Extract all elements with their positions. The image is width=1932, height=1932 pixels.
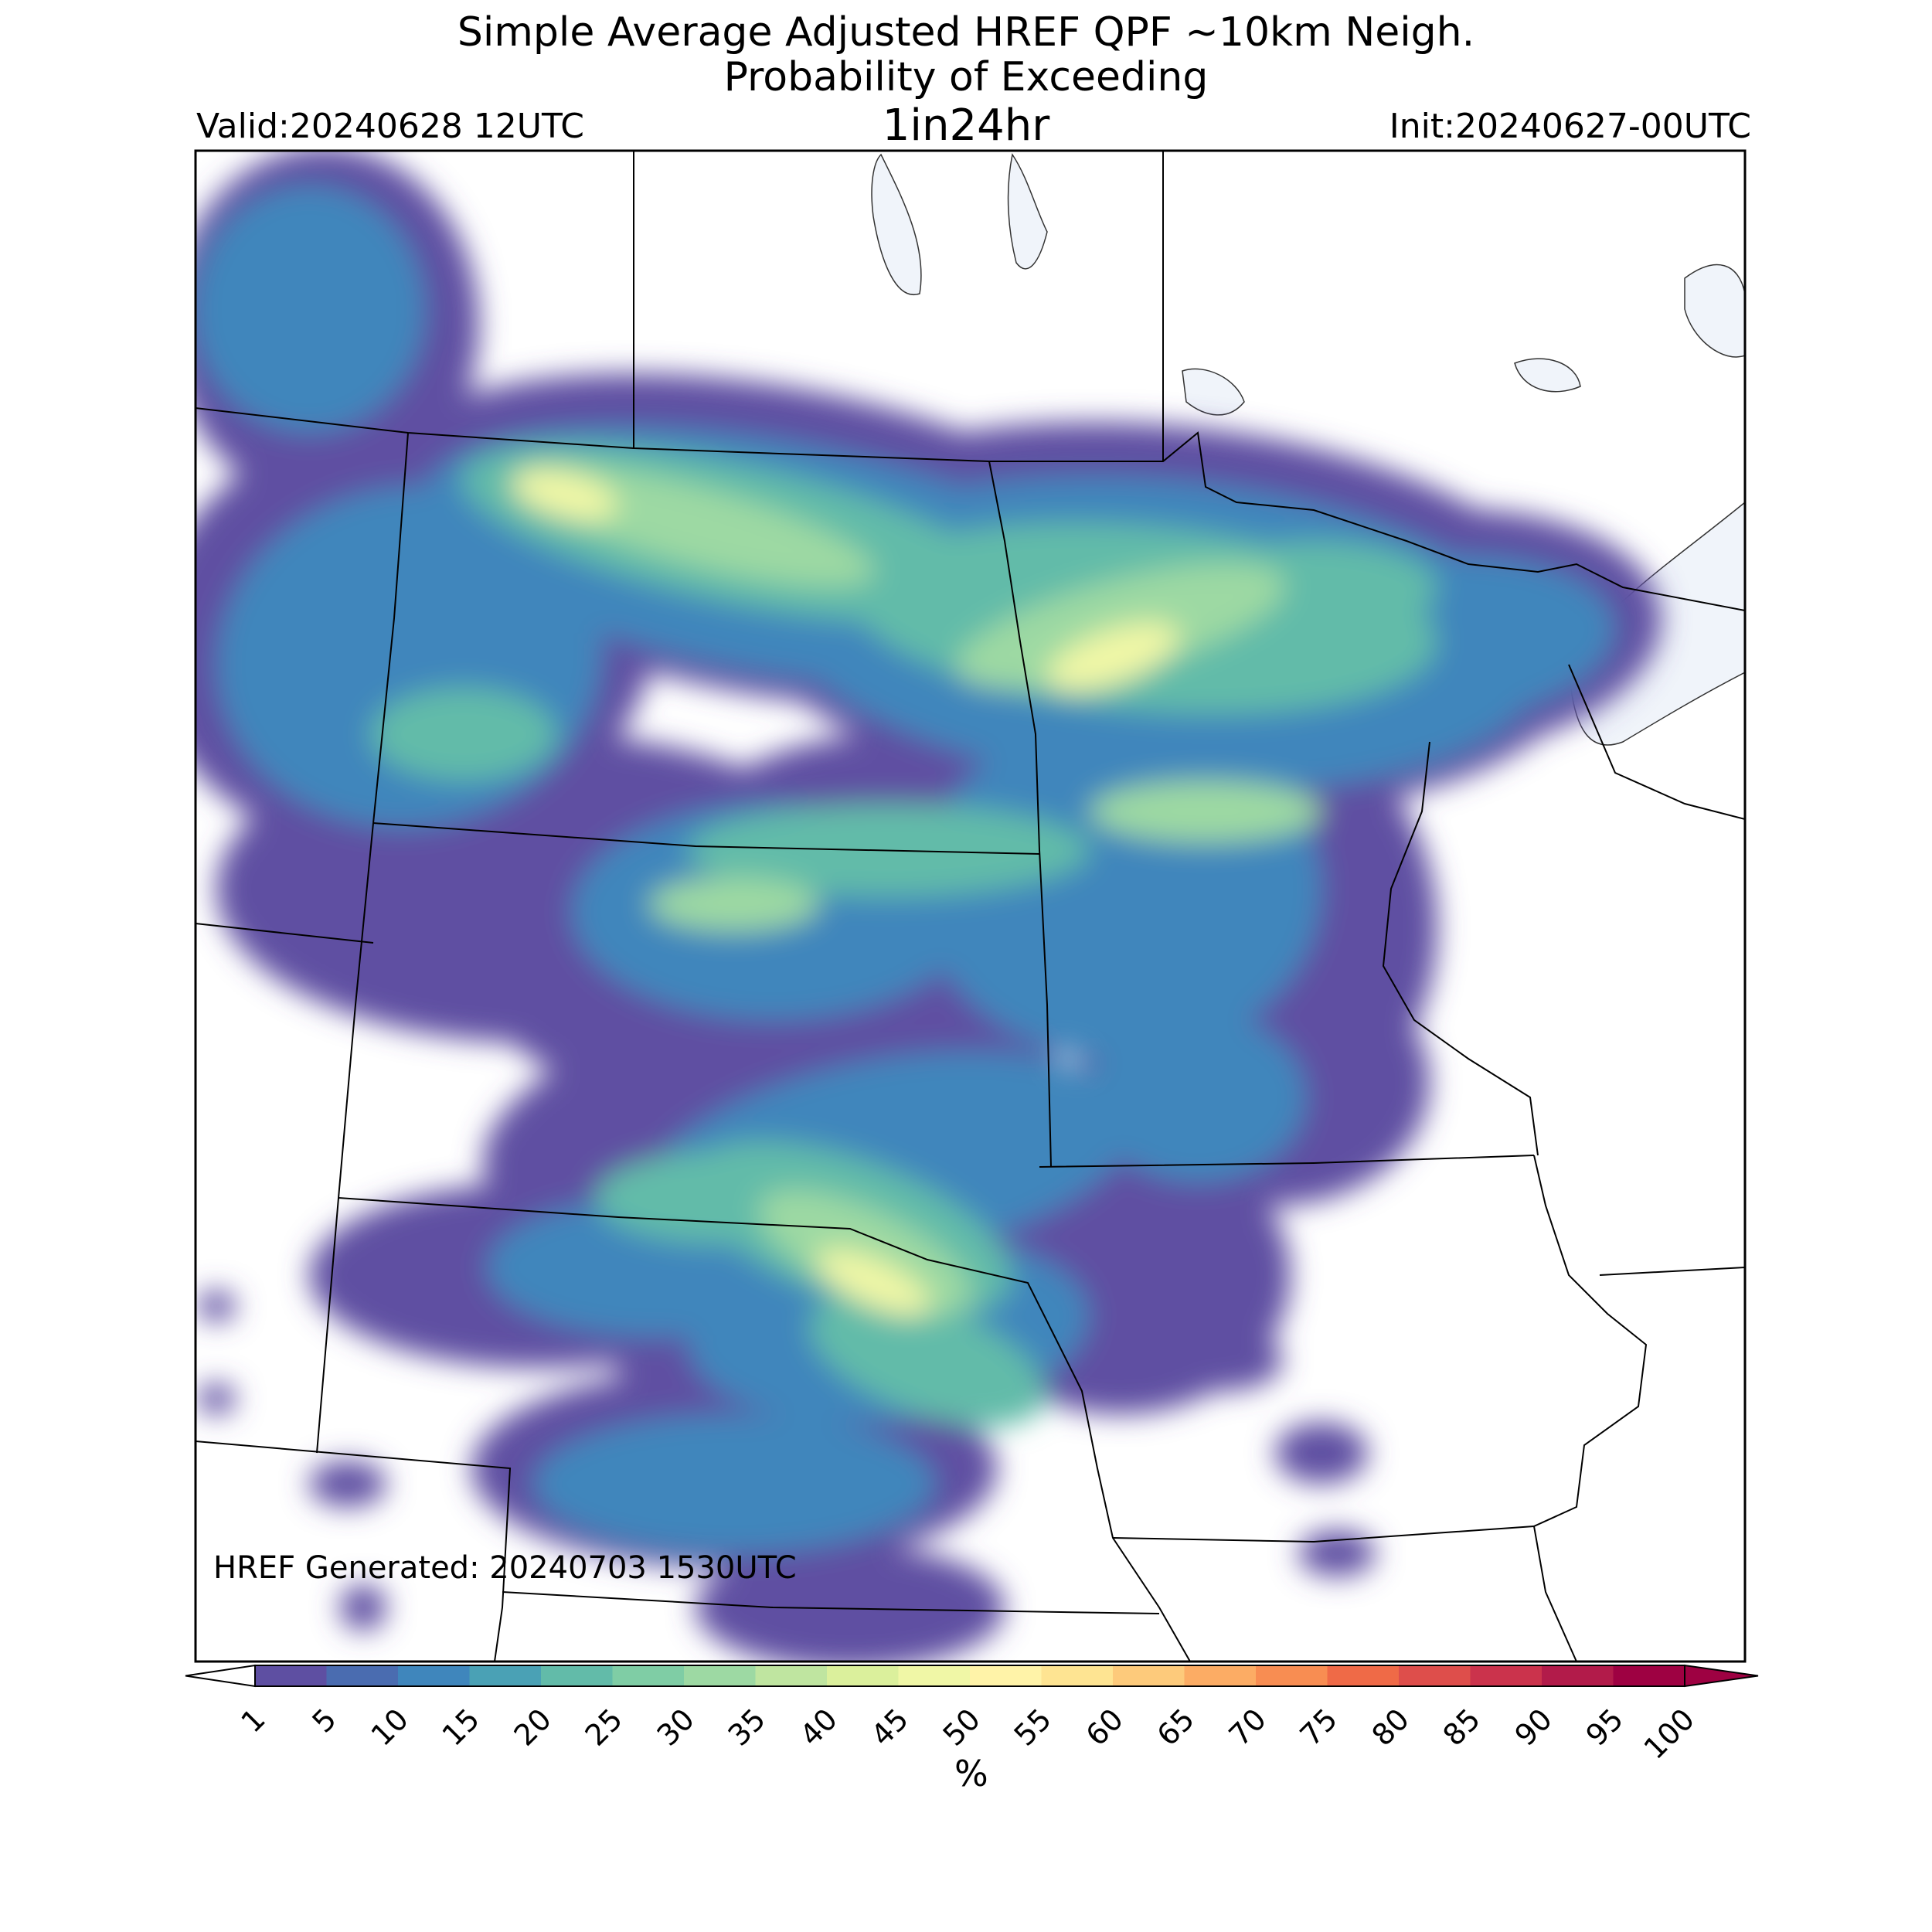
valid-time-label: Valid:20240628 12UTC [196,107,585,146]
colorbar-segment [1470,1665,1543,1686]
prob-1-5-area [1275,1422,1368,1484]
sd-ne-border [338,1197,1052,1330]
colorbar-segment [898,1665,971,1686]
canada-border [196,407,1745,611]
mt-wy-border [196,923,374,944]
ia-ne-border [1050,1328,1191,1662]
sd-mn-border [1039,849,1052,1168]
nd-mn-border [988,461,1040,851]
prob-45-50-area [816,1249,930,1317]
prob-10-15-area [196,185,425,433]
minnesota-lakes [1684,264,1745,358]
prob-20-25-area [371,688,556,781]
ne-ks-border [502,1591,1160,1614]
colorbar-unit-label: % [954,1753,988,1794]
mn-wi-border [1382,741,1539,1156]
prob-30-35-area [955,563,1286,689]
prob-20-25-area [809,1294,1046,1427]
wi-mi-border [1568,664,1745,820]
mt-nd-border [372,432,409,824]
prob-30-35-area [649,877,819,931]
colorbar-segment [1041,1665,1114,1686]
colorbar-segment [755,1665,828,1686]
colorbar [185,1664,1759,1688]
generated-annotation: HREF Generated: 20240703 1530UTC [213,1550,797,1586]
colorbar-segment [1613,1665,1685,1686]
prob-10-15-area [1090,1012,1306,1182]
lake-winnipeg-fragment [871,153,922,296]
state-boundaries [196,151,1745,1662]
colorbar-segment [255,1665,327,1686]
mn-ia-border [1039,1155,1535,1168]
prob-1-5-area [197,1383,236,1414]
prob-10-15-area [533,1414,935,1553]
colorbar-frame [254,1665,1685,1687]
probability-fields [196,151,1662,1662]
prob-1-5-area [696,1546,1005,1662]
colorbar-segment [684,1665,756,1686]
colorbar-segment [1399,1665,1471,1686]
colorbar-segment [469,1665,542,1686]
prob-1-5-area [309,1461,386,1507]
prob-30-35-area [1090,781,1321,842]
colorbar-segment [612,1665,685,1686]
colorbar-under-arrow [185,1664,256,1688]
colorbar-segment [541,1665,613,1686]
colorbar-segment [970,1665,1042,1686]
prob-1-5-area [340,1584,386,1631]
prob-45-50-area [1046,621,1179,692]
map-title-line1: Simple Average Adjusted HREF QPF ~10km N… [457,9,1475,56]
ia-il-border [1532,1155,1648,1662]
lake-sakakawea [1007,153,1048,270]
colorbar-segment [398,1665,470,1686]
map-title-line2: Probability of Exceeding [723,54,1209,100]
nd-sd-border [372,822,1040,855]
red-lake [1514,358,1581,393]
colorbar-over-arrow [1684,1664,1759,1688]
ne-wy-border [196,1440,512,1662]
wy-sd-border [316,822,374,1454]
prob-1-5-area [197,1291,236,1321]
wi-il-border [1599,1267,1745,1276]
colorbar-segment [1184,1665,1257,1686]
colorbar-segment [326,1665,399,1686]
colorbar-segment [1256,1665,1328,1686]
colorbar-segment [1113,1665,1185,1686]
colorbar-segment [1542,1665,1614,1686]
map-title-line3: 1in24hr [882,100,1050,151]
prob-45-50-area [511,468,617,522]
prob-1-5-area [1298,1530,1376,1577]
prob-1-5-area [1159,1329,1283,1391]
map-frame [194,149,1747,1663]
prob-30-35-area [759,1189,972,1315]
init-time-label: Init:20240627-00UTC [1389,107,1751,146]
colorbar-segment [827,1665,899,1686]
colorbar-segment [1327,1665,1400,1686]
ia-mo-border [1112,1526,1535,1543]
lake-of-the-woods [1182,368,1245,416]
